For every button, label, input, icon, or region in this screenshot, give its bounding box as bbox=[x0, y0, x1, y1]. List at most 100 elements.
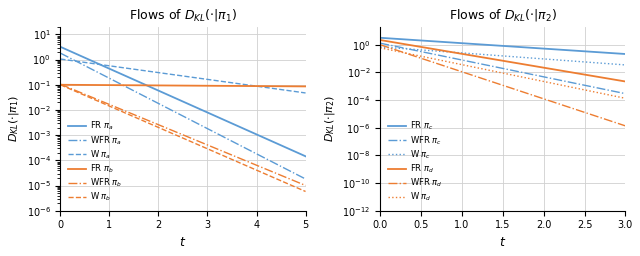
Line: W $\pi_a$: W $\pi_a$ bbox=[60, 59, 305, 93]
W $\pi_c$ bbox=[489, 54, 497, 57]
FR $\pi_a$ bbox=[301, 155, 309, 158]
W $\pi_d$ bbox=[495, 71, 503, 74]
WFR $\pi_d$ bbox=[621, 124, 629, 127]
WFR $\pi_d$ bbox=[389, 47, 397, 50]
WFR $\pi_a$ bbox=[250, 151, 257, 154]
FR $\pi_c$ bbox=[621, 52, 629, 56]
W $\pi_a$ bbox=[176, 74, 184, 77]
X-axis label: $t$: $t$ bbox=[499, 236, 506, 249]
FR $\pi_b$ bbox=[176, 84, 184, 87]
FR $\pi_d$ bbox=[389, 41, 397, 44]
FR $\pi_c$ bbox=[495, 44, 503, 47]
W $\pi_d$ bbox=[614, 95, 622, 98]
FR $\pi_b$ bbox=[294, 85, 302, 88]
WFR $\pi_b$ bbox=[56, 83, 64, 86]
WFR $\pi_d$ bbox=[489, 81, 497, 84]
Line: WFR $\pi_c$: WFR $\pi_c$ bbox=[380, 43, 625, 94]
W $\pi_b$ bbox=[169, 132, 177, 135]
FR $\pi_b$ bbox=[56, 83, 64, 86]
Y-axis label: $D_{KL}(\cdot|\pi_1)$: $D_{KL}(\cdot|\pi_1)$ bbox=[7, 95, 21, 142]
FR $\pi_d$ bbox=[489, 58, 497, 61]
FR $\pi_a$ bbox=[56, 45, 64, 48]
W $\pi_c$ bbox=[376, 45, 384, 48]
WFR $\pi_b$ bbox=[169, 129, 177, 132]
FR $\pi_d$ bbox=[495, 59, 503, 62]
FR $\pi_d$ bbox=[614, 79, 622, 82]
FR $\pi_b$ bbox=[69, 83, 77, 86]
Line: W $\pi_d$: W $\pi_d$ bbox=[380, 48, 625, 98]
WFR $\pi_a$ bbox=[294, 174, 302, 177]
WFR $\pi_c$ bbox=[614, 91, 622, 94]
FR $\pi_c$ bbox=[376, 36, 384, 39]
FR $\pi_d$ bbox=[614, 79, 622, 82]
W $\pi_b$ bbox=[176, 135, 184, 138]
FR $\pi_a$ bbox=[169, 96, 177, 99]
WFR $\pi_b$ bbox=[250, 162, 257, 165]
FR $\pi_d$ bbox=[570, 71, 577, 74]
WFR $\pi_d$ bbox=[614, 122, 622, 125]
Line: W $\pi_b$: W $\pi_b$ bbox=[60, 85, 305, 191]
Legend: FR $\pi_c$, WFR $\pi_c$, W $\pi_c$, FR $\pi_d$, WFR $\pi_d$, W $\pi_d$: FR $\pi_c$, WFR $\pi_c$, W $\pi_c$, FR $… bbox=[385, 117, 446, 207]
WFR $\pi_c$ bbox=[376, 42, 384, 45]
W $\pi_c$ bbox=[614, 63, 622, 66]
W $\pi_a$ bbox=[56, 58, 64, 61]
FR $\pi_c$ bbox=[614, 52, 622, 55]
FR $\pi_d$ bbox=[376, 38, 384, 41]
Line: FR $\pi_b$: FR $\pi_b$ bbox=[60, 85, 305, 87]
WFR $\pi_a$ bbox=[56, 52, 64, 55]
Line: WFR $\pi_b$: WFR $\pi_b$ bbox=[60, 84, 305, 186]
WFR $\pi_a$ bbox=[301, 177, 309, 180]
WFR $\pi_a$ bbox=[294, 174, 302, 177]
WFR $\pi_b$ bbox=[301, 184, 309, 187]
W $\pi_a$ bbox=[250, 84, 257, 87]
WFR $\pi_d$ bbox=[614, 122, 622, 125]
W $\pi_a$ bbox=[69, 59, 77, 62]
WFR $\pi_c$ bbox=[570, 81, 577, 84]
X-axis label: $t$: $t$ bbox=[179, 236, 187, 249]
FR $\pi_b$ bbox=[301, 85, 309, 88]
FR $\pi_a$ bbox=[250, 132, 257, 135]
W $\pi_b$ bbox=[294, 187, 302, 190]
Line: FR $\pi_a$: FR $\pi_a$ bbox=[60, 47, 305, 156]
WFR $\pi_c$ bbox=[614, 91, 622, 94]
FR $\pi_c$ bbox=[489, 44, 497, 47]
W $\pi_a$ bbox=[294, 90, 302, 93]
FR $\pi_a$ bbox=[294, 152, 302, 155]
W $\pi_c$ bbox=[621, 63, 629, 67]
FR $\pi_c$ bbox=[570, 49, 577, 52]
WFR $\pi_d$ bbox=[495, 83, 503, 86]
FR $\pi_a$ bbox=[176, 99, 184, 102]
FR $\pi_c$ bbox=[614, 52, 622, 55]
FR $\pi_b$ bbox=[250, 84, 257, 88]
Y-axis label: $D_{KL}(\cdot|\pi_2)$: $D_{KL}(\cdot|\pi_2)$ bbox=[323, 95, 337, 142]
W $\pi_c$ bbox=[495, 54, 503, 57]
FR $\pi_c$ bbox=[389, 37, 397, 40]
W $\pi_b$ bbox=[56, 83, 64, 86]
W $\pi_a$ bbox=[169, 73, 177, 76]
W $\pi_d$ bbox=[614, 95, 622, 98]
WFR $\pi_a$ bbox=[169, 110, 177, 113]
FR $\pi_a$ bbox=[294, 152, 302, 155]
W $\pi_b$ bbox=[301, 190, 309, 193]
W $\pi_d$ bbox=[621, 97, 629, 100]
WFR $\pi_d$ bbox=[376, 43, 384, 46]
WFR $\pi_c$ bbox=[621, 92, 629, 95]
W $\pi_b$ bbox=[294, 187, 302, 190]
W $\pi_a$ bbox=[301, 91, 309, 94]
WFR $\pi_b$ bbox=[176, 132, 184, 135]
WFR $\pi_c$ bbox=[489, 65, 497, 68]
W $\pi_c$ bbox=[614, 63, 622, 66]
WFR $\pi_a$ bbox=[176, 113, 184, 116]
Line: FR $\pi_d$: FR $\pi_d$ bbox=[380, 40, 625, 81]
Line: W $\pi_c$: W $\pi_c$ bbox=[380, 47, 625, 65]
W $\pi_d$ bbox=[376, 46, 384, 49]
FR $\pi_b$ bbox=[294, 85, 302, 88]
Line: FR $\pi_c$: FR $\pi_c$ bbox=[380, 38, 625, 54]
WFR $\pi_d$ bbox=[570, 107, 577, 110]
FR $\pi_a$ bbox=[69, 51, 77, 54]
WFR $\pi_b$ bbox=[69, 88, 77, 91]
W $\pi_b$ bbox=[250, 167, 257, 170]
W $\pi_b$ bbox=[69, 89, 77, 92]
WFR $\pi_c$ bbox=[389, 44, 397, 47]
W $\pi_d$ bbox=[489, 70, 497, 73]
